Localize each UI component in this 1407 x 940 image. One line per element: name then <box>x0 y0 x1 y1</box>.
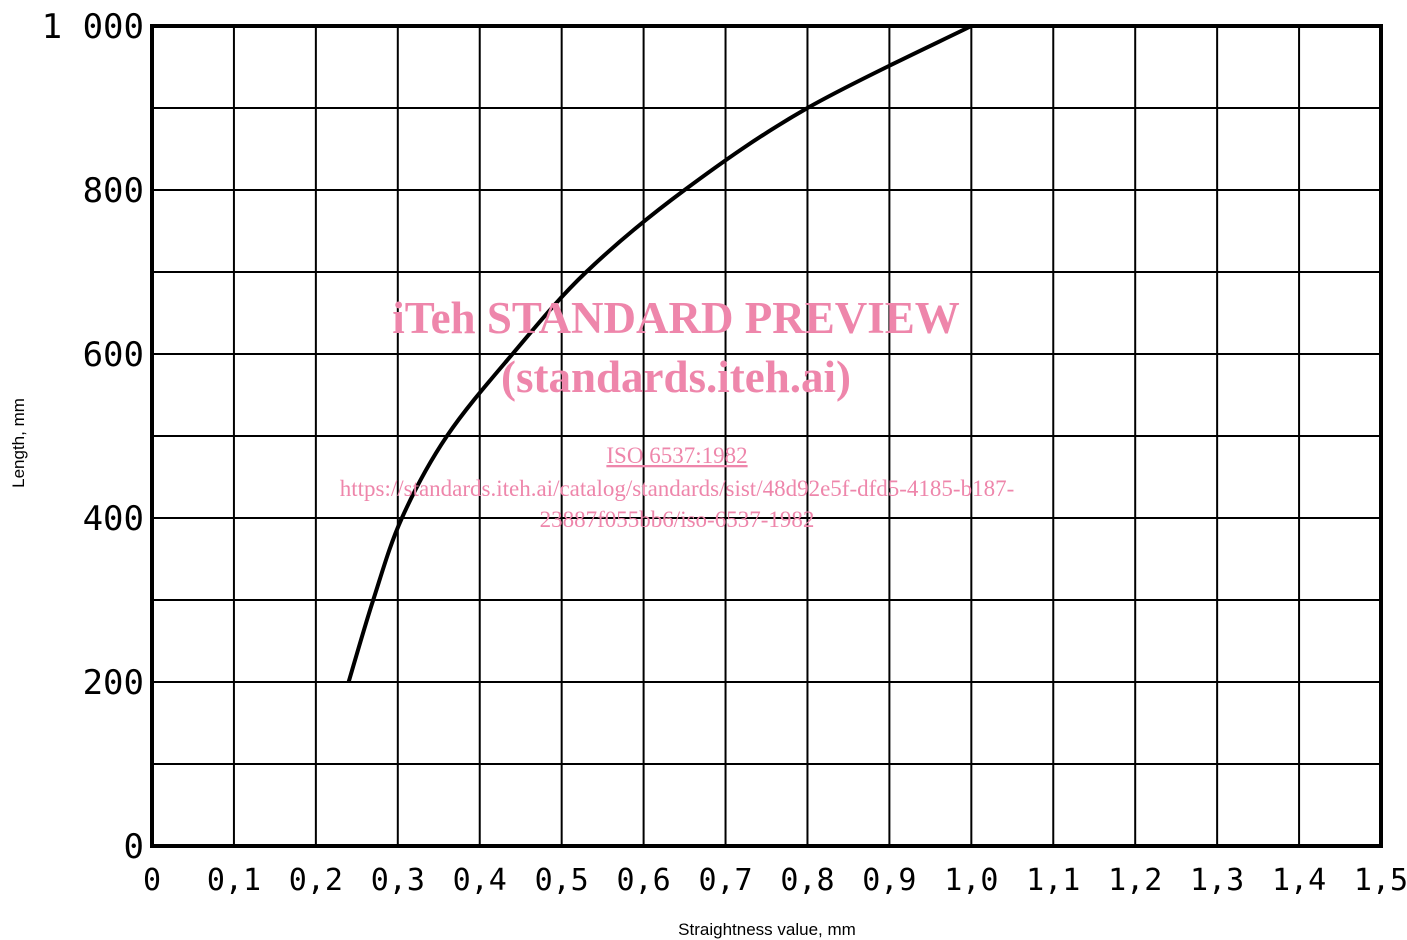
x-tick-label: 0 <box>143 863 161 898</box>
watermark-url-line2[interactable]: 23887f055bb6/iso-6537-1982 <box>540 507 815 532</box>
x-tick-label: 0,8 <box>780 863 834 898</box>
y-tick-label: 200 <box>83 663 144 703</box>
tick-labels: 0 200 400 600 800 1 000 0 0,1 0,2 0,3 0,4 0,5 0,6 0,7… <box>42 7 1407 898</box>
watermark-title: iTeh STANDARD PREVIEW <box>392 293 960 343</box>
x-tick-label: 1,1 <box>1026 863 1080 898</box>
series-layer <box>346 24 973 683</box>
watermark-url-line1[interactable]: https://standards.iteh.ai/catalog/standa… <box>340 476 1015 501</box>
y-tick-label: 600 <box>83 335 144 375</box>
x-tick-label: 0,1 <box>207 863 261 898</box>
plot-frame <box>150 24 1383 848</box>
x-axis-title: Straightness value, mm <box>678 920 856 939</box>
x-tick-label: 0,6 <box>617 863 671 898</box>
axes <box>150 24 1383 848</box>
y-tick-label: 1 000 <box>42 7 144 47</box>
x-tick-label: 1,3 <box>1190 863 1244 898</box>
x-tick-label: 1,0 <box>944 863 998 898</box>
series-line <box>346 24 973 683</box>
y-tick-label: 800 <box>83 171 144 211</box>
x-tick-label: 0,2 <box>289 863 343 898</box>
x-tick-label: 1,5 <box>1354 863 1407 898</box>
watermark: iTeh STANDARD PREVIEW (standards.iteh.ai… <box>340 293 1015 532</box>
y-tick-label: 0 <box>124 827 144 867</box>
watermark-subtitle: (standards.iteh.ai) <box>501 352 851 402</box>
x-tick-label: 0,7 <box>698 863 752 898</box>
x-tick-label: 0,5 <box>535 863 589 898</box>
y-tick-label: 400 <box>83 499 144 539</box>
x-tick-label: 1,4 <box>1272 863 1326 898</box>
x-tick-label: 0,9 <box>862 863 916 898</box>
grid <box>152 26 1381 846</box>
y-axis-title: Length, mm <box>9 398 28 488</box>
x-tick-label: 0,4 <box>453 863 507 898</box>
watermark-standard-link[interactable]: ISO 6537:1982 <box>606 443 747 468</box>
x-tick-label: 0,3 <box>371 863 425 898</box>
x-tick-label: 1,2 <box>1108 863 1162 898</box>
